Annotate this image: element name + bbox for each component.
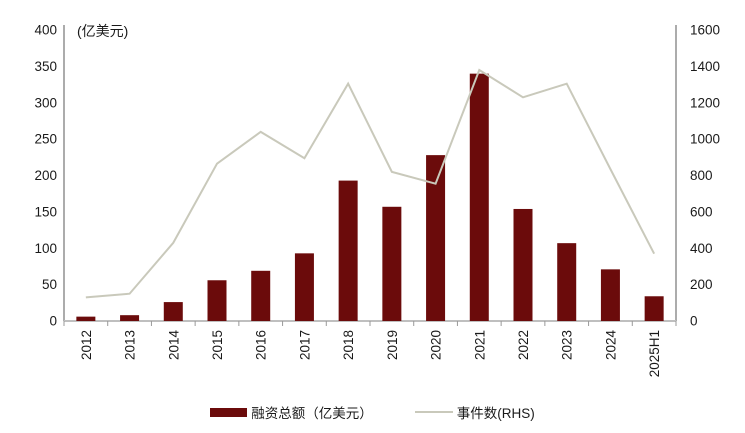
line-series-label: 事件数(RHS) xyxy=(456,406,535,421)
x-axis-label-2025H1: 2025H1 xyxy=(647,330,662,377)
right-axis-tick-label: 1400 xyxy=(690,59,720,74)
legend-item-line-series: 事件数(RHS) xyxy=(414,402,535,422)
x-axis-label-2024: 2024 xyxy=(603,330,618,361)
bar-2018 xyxy=(338,180,358,321)
left-axis-tick-label: 200 xyxy=(34,168,57,183)
bar-series-label: 融资总额（亿美元） xyxy=(251,406,373,421)
bar-2025H1 xyxy=(644,296,664,321)
right-axis-tick-label: 0 xyxy=(690,314,698,329)
left-axis-tick-label: 400 xyxy=(34,23,57,38)
legend-item-bar-series: 融资总额（亿美元） xyxy=(210,402,373,422)
x-axis-label-2020: 2020 xyxy=(429,330,444,360)
x-axis-label-2021: 2021 xyxy=(472,330,487,360)
bar-2023 xyxy=(557,243,577,321)
left-axis-tick-label: 350 xyxy=(34,59,57,74)
x-axis-label-2018: 2018 xyxy=(341,330,356,360)
bar-2020 xyxy=(426,155,446,321)
bar-2014 xyxy=(163,302,183,321)
bar-2017 xyxy=(294,253,314,321)
bar-2024 xyxy=(600,269,620,321)
bar-2019 xyxy=(382,206,402,321)
x-axis-label-2015: 2015 xyxy=(210,330,225,360)
bar-series-swatch-icon xyxy=(210,407,248,417)
left-axis-tick-label: 50 xyxy=(42,277,57,292)
right-axis-tick-label: 600 xyxy=(690,204,713,219)
right-axis-tick-label: 400 xyxy=(690,241,713,256)
bar-2015 xyxy=(207,280,227,321)
right-axis-tick-label: 1000 xyxy=(690,132,720,147)
bar-2012 xyxy=(76,316,96,321)
x-axis-label-2013: 2013 xyxy=(123,330,138,360)
bar-2021 xyxy=(469,73,489,322)
line-series-swatch-icon xyxy=(414,411,453,413)
x-axis-label-2023: 2023 xyxy=(560,330,575,360)
x-axis-label-2016: 2016 xyxy=(254,330,269,360)
left-axis-tick-label: 250 xyxy=(34,132,57,147)
x-axis-label-2014: 2014 xyxy=(166,330,181,361)
right-axis-tick-label: 1200 xyxy=(690,95,720,110)
left-axis-tick-label: 0 xyxy=(49,314,57,329)
bar-2013 xyxy=(120,315,140,321)
x-axis-label-2017: 2017 xyxy=(297,330,312,360)
chart-legend: 融资总额（亿美元） 事件数(RHS) xyxy=(0,402,745,422)
x-axis-label-2022: 2022 xyxy=(516,330,531,360)
x-axis-label-2019: 2019 xyxy=(385,330,400,360)
bar-2016 xyxy=(251,270,271,321)
left-axis-tick-label: 150 xyxy=(34,204,57,219)
right-axis-tick-label: 1600 xyxy=(690,23,720,38)
x-axis-label-2012: 2012 xyxy=(79,330,94,360)
left-axis-tick-label: 100 xyxy=(34,241,57,256)
events-line-series xyxy=(85,68,656,299)
right-axis-tick-label: 800 xyxy=(690,168,713,183)
right-axis-tick-label: 200 xyxy=(690,277,713,292)
left-axis-unit-label: (亿美元) xyxy=(77,23,129,39)
left-axis-tick-label: 300 xyxy=(34,95,57,110)
bar-2022 xyxy=(513,208,533,321)
